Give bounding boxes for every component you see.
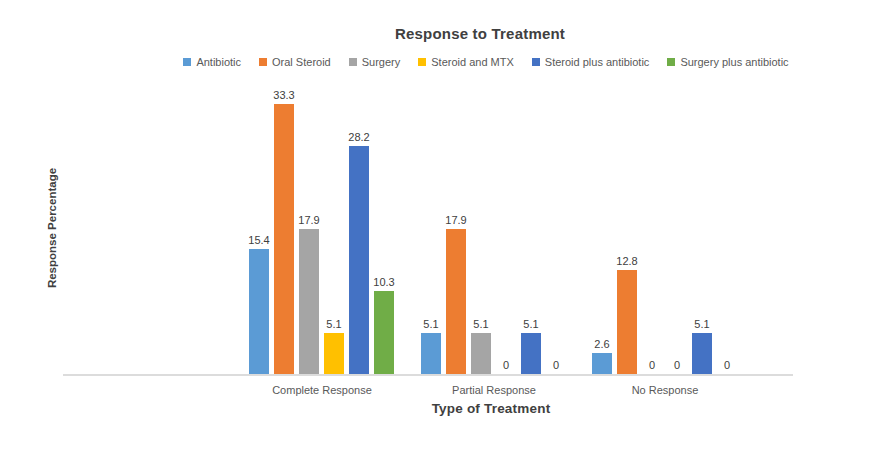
bar-slot: 5.1 <box>692 318 712 374</box>
bar-slot: 5.1 <box>324 318 344 374</box>
bar-slot: 17.9 <box>299 214 319 374</box>
chart-canvas: Response to Treatment AntibioticOral Ste… <box>0 0 886 461</box>
bar-group: 2.6 12.8 0 0 5.1 0 <box>592 255 737 374</box>
bar-slot: 0 <box>642 359 662 374</box>
bar-value-label: 0 <box>649 359 655 371</box>
bar <box>471 333 491 374</box>
bar-slot: 10.3 <box>374 276 394 374</box>
plot-area: 15.4 33.3 17.9 5.1 28.2 10.3 Complete Response… <box>0 0 886 461</box>
bar <box>521 333 541 374</box>
bar-value-label: 5.1 <box>523 318 538 330</box>
bar-value-label: 5.1 <box>473 318 488 330</box>
bar-group: 15.4 33.3 17.9 5.1 28.2 10.3 <box>249 89 394 374</box>
bar-slot: 2.6 <box>592 338 612 374</box>
bar-value-label: 10.3 <box>373 276 394 288</box>
bar-slot: 5.1 <box>521 318 541 374</box>
bar-slot: 0 <box>546 359 566 374</box>
bar <box>274 104 294 374</box>
bar <box>592 353 612 374</box>
bar-value-label: 0 <box>724 359 730 371</box>
bar-value-label: 5.1 <box>423 318 438 330</box>
bar-slot: 15.4 <box>249 234 269 374</box>
bar-slot: 5.1 <box>471 318 491 374</box>
bar <box>374 291 394 374</box>
bar-value-label: 5.1 <box>326 318 341 330</box>
bar-slot: 0 <box>496 359 516 374</box>
bar <box>349 146 369 374</box>
category-label: Complete Response <box>242 384 402 396</box>
bar-value-label: 2.6 <box>594 338 609 350</box>
bar-value-label: 33.3 <box>273 89 294 101</box>
bar <box>446 229 466 374</box>
bar-group: 5.1 17.9 5.1 0 5.1 0 <box>421 214 566 374</box>
bar <box>299 229 319 374</box>
category-label: Partial Response <box>414 384 574 396</box>
bar <box>324 333 344 374</box>
bar <box>421 333 441 374</box>
bar-slot: 0 <box>717 359 737 374</box>
bar-value-label: 0 <box>553 359 559 371</box>
bar-slot: 33.3 <box>274 89 294 374</box>
x-axis-line <box>63 374 793 376</box>
bar-slot: 12.8 <box>617 255 637 374</box>
bar-value-label: 0 <box>674 359 680 371</box>
x-axis-title: Type of Treatment <box>85 401 886 416</box>
bar-value-label: 15.4 <box>248 234 269 246</box>
bar <box>249 249 269 374</box>
bar-value-label: 17.9 <box>298 214 319 226</box>
bar-value-label: 17.9 <box>445 214 466 226</box>
bar <box>692 333 712 374</box>
bar-value-label: 28.2 <box>348 131 369 143</box>
bar-slot: 28.2 <box>349 131 369 374</box>
bar-slot: 5.1 <box>421 318 441 374</box>
bar-value-label: 12.8 <box>616 255 637 267</box>
bar-slot: 0 <box>667 359 687 374</box>
bar-value-label: 5.1 <box>694 318 709 330</box>
bar-slot: 17.9 <box>446 214 466 374</box>
category-label: No Response <box>585 384 745 396</box>
bar-value-label: 0 <box>503 359 509 371</box>
bar <box>617 270 637 374</box>
